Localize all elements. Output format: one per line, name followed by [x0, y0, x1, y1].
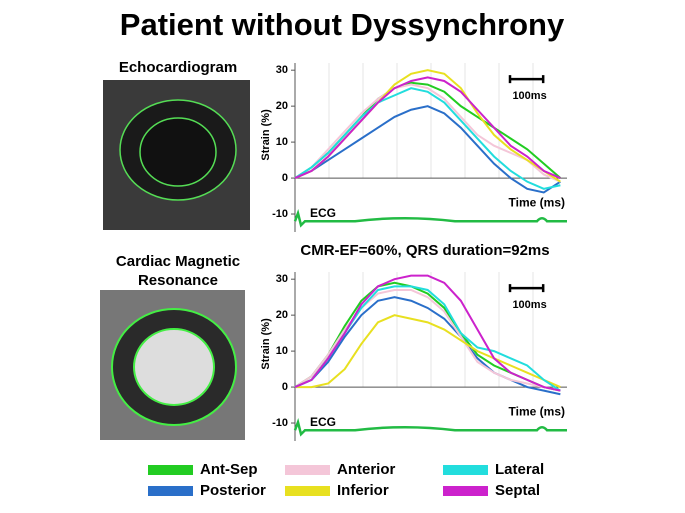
scale-bar-label: 100ms — [512, 90, 546, 102]
x-axis-label: Time (ms) — [509, 404, 565, 418]
ecg-label: ECG — [310, 206, 336, 220]
x-axis-label: Time (ms) — [509, 195, 565, 209]
scale-bar — [508, 75, 545, 84]
cmr-image — [100, 290, 245, 440]
y-tick-label: 20 — [276, 100, 288, 112]
y-tick-label: 10 — [276, 345, 288, 357]
legend-label: Septal — [495, 482, 540, 499]
strain-line — [294, 296, 561, 396]
figure-title: Patient without Dyssynchrony — [120, 7, 565, 42]
strain-line — [294, 105, 561, 194]
legend-swatch — [148, 465, 193, 475]
cmr-note: CMR-EF=60%, QRS duration=92ms — [300, 242, 549, 259]
ecg-trace — [293, 209, 567, 228]
strain-line — [294, 87, 561, 190]
y-tick-label: 0 — [282, 381, 288, 393]
legend-label: Ant-Sep — [200, 461, 258, 478]
scale-bar-label: 100ms — [512, 299, 546, 311]
legend-swatch — [443, 486, 488, 496]
legend: Ant-Sep Posterior Anterior Inferior Lateral S… — [148, 461, 544, 499]
strain-line — [294, 76, 561, 179]
y-axis-label: Strain (%) — [260, 318, 272, 370]
legend-label: Anterior — [337, 461, 396, 478]
cmr-label: Resonance — [138, 272, 218, 289]
strain-line — [294, 288, 561, 392]
cmr-label: Cardiac Magnetic — [116, 253, 240, 270]
ecg-trace — [293, 418, 567, 437]
y-axis-label: Strain (%) — [260, 109, 272, 161]
echo-label: Echocardiogram — [119, 59, 237, 76]
y-tick-label: 10 — [276, 136, 288, 148]
y-tick-label: -10 — [272, 417, 288, 429]
legend-swatch — [285, 486, 330, 496]
y-tick-label: -10 — [272, 208, 288, 220]
strain-line — [294, 274, 561, 392]
scale-bar — [508, 284, 545, 293]
strain-line — [294, 69, 561, 183]
y-tick-label: 20 — [276, 309, 288, 321]
legend-swatch — [285, 465, 330, 475]
y-tick-label: 30 — [276, 273, 288, 285]
legend-swatch — [443, 465, 488, 475]
y-tick-label: 30 — [276, 64, 288, 76]
legend-label: Inferior — [337, 482, 389, 499]
y-tick-label: 0 — [282, 172, 288, 184]
strain-line — [295, 314, 561, 389]
strain-line — [294, 83, 561, 183]
legend-label: Posterior — [200, 482, 266, 499]
echo-image — [103, 80, 250, 230]
legend-swatch — [148, 486, 193, 496]
ecg-label: ECG — [310, 415, 336, 429]
legend-label: Lateral — [495, 461, 544, 478]
